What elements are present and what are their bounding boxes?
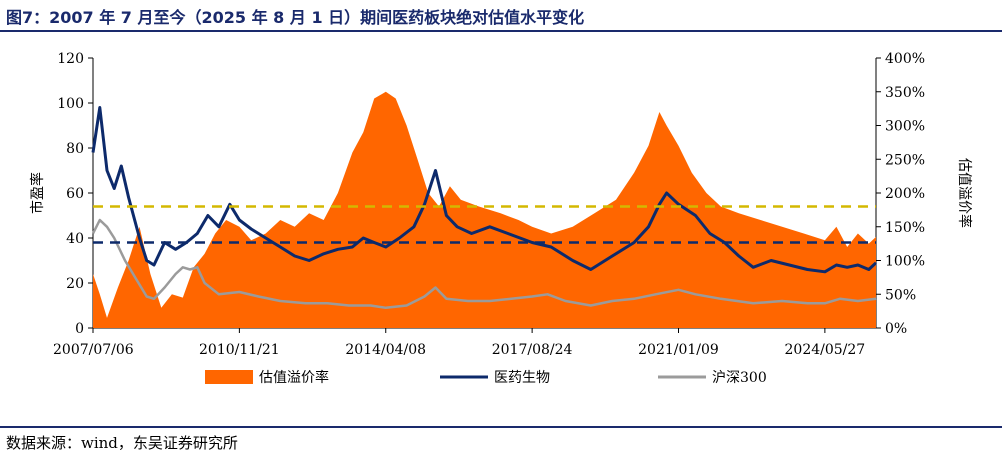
premium-area-layer bbox=[93, 91, 876, 328]
y-tick-label-left: 40 bbox=[66, 231, 84, 247]
reference-lines-layer bbox=[93, 205, 876, 244]
bottom-rule bbox=[0, 426, 1002, 428]
top-rule bbox=[0, 30, 1002, 32]
premium-area bbox=[93, 91, 876, 328]
x-tick-label: 2024/05/27 bbox=[785, 342, 866, 358]
legend-label: 沪深300 bbox=[712, 370, 767, 386]
y-tick-label-left: 0 bbox=[75, 321, 84, 337]
y-axis-title-left: 市盈率 bbox=[29, 172, 46, 214]
y-axis-title-right: 估值溢价率 bbox=[956, 158, 973, 228]
figure-source: 数据来源：wind，东吴证券研究所 bbox=[6, 434, 238, 452]
x-tick-label: 2007/07/06 bbox=[53, 342, 134, 358]
x-tick-label: 2021/01/09 bbox=[638, 342, 719, 358]
legend-swatch-premium bbox=[205, 370, 253, 384]
chart-legend: 估值溢价率 医药生物 沪深300 bbox=[205, 369, 767, 386]
y-tick-label-left: 60 bbox=[66, 186, 84, 202]
x-tick-label: 2017/08/24 bbox=[492, 342, 573, 358]
y-tick-label-right: 250% bbox=[885, 152, 925, 168]
y-tick-label-left: 120 bbox=[57, 51, 84, 67]
y-tick-label-right: 200% bbox=[885, 186, 925, 202]
y-tick-label-right: 50% bbox=[885, 287, 916, 303]
figure-title: 图7：2007 年 7 月至今（2025 年 8 月 1 日）期间医药板块绝对估… bbox=[6, 8, 585, 27]
y-tick-label-right: 0% bbox=[885, 321, 907, 337]
y-tick-label-right: 350% bbox=[885, 85, 925, 101]
y-tick-label-left: 80 bbox=[66, 141, 84, 157]
y-tick-label-right: 100% bbox=[885, 254, 925, 270]
y-tick-label-right: 400% bbox=[885, 51, 925, 67]
pharma-line bbox=[91, 106, 878, 274]
x-tick-label: 2010/11/21 bbox=[199, 342, 280, 358]
legend-label: 估值溢价率 bbox=[259, 369, 329, 386]
series-lines-layer bbox=[91, 106, 878, 310]
x-tick-label: 2014/04/08 bbox=[345, 342, 426, 358]
y-tick-label-left: 20 bbox=[66, 276, 84, 292]
y-tick-label-right: 150% bbox=[885, 220, 925, 236]
legend-label: 医药生物 bbox=[494, 370, 550, 386]
tick-labels-layer: 0 20 40 60 80 100 120 0% 50% 100% 150% 200% 250% 300%… bbox=[29, 51, 973, 358]
y-tick-label-left: 100 bbox=[57, 96, 84, 112]
y-tick-label-right: 300% bbox=[885, 119, 925, 135]
hs300-line bbox=[91, 218, 877, 310]
